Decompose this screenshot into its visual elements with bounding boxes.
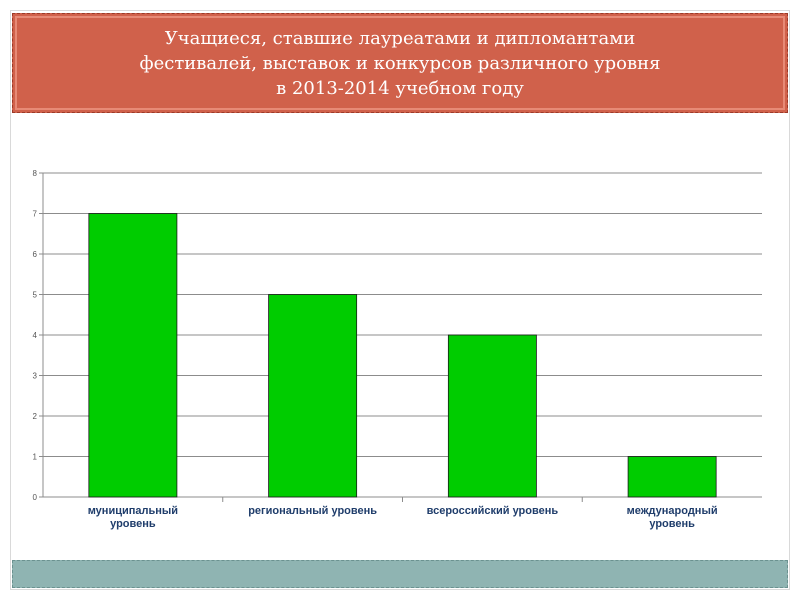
x-category-label: уровень: [649, 518, 695, 530]
y-tick-label: 6: [33, 250, 38, 259]
bar: [627, 456, 717, 498]
title-line-2: фестивалей, выставок и конкурсов различн…: [139, 52, 661, 74]
y-tick-label: 3: [33, 372, 38, 381]
x-category-label: муниципальный: [88, 505, 178, 517]
y-tick-label: 8: [33, 169, 38, 178]
y-tick-label: 4: [33, 331, 38, 340]
title-line-3: в 2013-2014 учебном году: [276, 77, 524, 99]
x-category-label: всероссийский уровень: [427, 505, 559, 517]
y-tick-label: 7: [33, 210, 38, 219]
y-tick-label: 5: [33, 291, 38, 300]
title-banner: Учащиеся, ставшие лауреатами и дипломант…: [12, 13, 788, 113]
x-category-label: региональный уровень: [248, 505, 377, 517]
footer-bar: [12, 560, 788, 588]
bar: [268, 294, 358, 498]
y-tick-label: 2: [33, 412, 38, 421]
y-tick-label: 0: [33, 493, 38, 502]
bar: [447, 334, 537, 498]
y-tick-label: 1: [33, 453, 38, 462]
bar: [88, 213, 178, 498]
x-category-label: уровень: [110, 518, 156, 530]
title-line-1: Учащиеся, ставшие лауреатами и дипломант…: [164, 27, 636, 49]
x-category-label: международный: [627, 505, 718, 517]
